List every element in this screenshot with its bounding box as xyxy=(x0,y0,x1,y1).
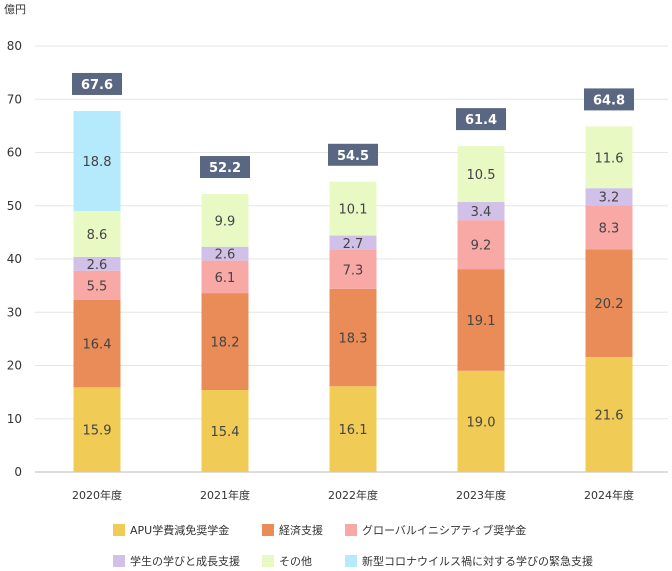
total-badge xyxy=(584,88,634,111)
total-value-label: 61.4 xyxy=(465,113,497,128)
legend-label: 新型コロナウイルス禍に対する学びの緊急支援 xyxy=(362,554,593,568)
segment-value-label: 9.9 xyxy=(215,214,236,229)
x-axis-ticks: 2020年度 2021年度 2022年度 2023年度 2024年度 xyxy=(72,488,634,502)
total-value-label: 67.6 xyxy=(81,78,113,93)
x-tick-label: 2024年度 xyxy=(584,488,634,502)
segment-value-label: 2.6 xyxy=(87,258,108,273)
bar-segment xyxy=(585,205,633,250)
bars: 15.9 16.4 5.5 2.6 8.6 18.8 15.4 18.2 6.1 2.6 9.9 16… xyxy=(73,110,633,472)
bar-segment xyxy=(201,389,249,472)
segment-value-label: 19.0 xyxy=(467,415,496,430)
bar-segment xyxy=(457,220,505,270)
bar-segment xyxy=(585,356,633,472)
segment-value-label: 18.2 xyxy=(211,336,240,351)
bar-segment xyxy=(201,194,249,247)
bar-segment xyxy=(73,300,121,388)
x-tick-label: 2022年度 xyxy=(328,488,378,502)
total-badge xyxy=(200,156,250,179)
segment-value-label: 16.1 xyxy=(339,423,368,438)
bar-segment xyxy=(329,181,377,236)
bar-segment xyxy=(457,202,505,221)
y-tick-label: 10 xyxy=(7,412,22,426)
bar-segment xyxy=(585,249,633,357)
total-badges: 67.6 52.2 54.5 61.4 64.8 xyxy=(72,72,634,179)
segment-value-label: 10.1 xyxy=(339,203,368,218)
total-badge xyxy=(456,108,506,131)
segment-value-label: 19.1 xyxy=(467,314,496,329)
bar-segment xyxy=(73,270,121,301)
segment-value-label: 7.3 xyxy=(343,263,364,278)
segment-value-label: 3.2 xyxy=(599,191,620,206)
bar-segment xyxy=(329,386,377,472)
segment-value-label: 3.4 xyxy=(471,205,492,220)
segment-value-label: 18.3 xyxy=(339,332,368,347)
legend-label: その他 xyxy=(279,555,312,568)
bar-segment xyxy=(201,246,249,261)
segment-value-label: 2.6 xyxy=(215,248,236,263)
segment-value-label: 8.3 xyxy=(599,221,620,236)
segment-value-label: 15.9 xyxy=(83,424,112,439)
legend-label: 学生の学びと成長支援 xyxy=(130,554,240,568)
legend-swatch xyxy=(113,524,125,536)
y-tick-label: 0 xyxy=(14,465,22,479)
y-tick-label: 20 xyxy=(7,359,22,373)
segment-value-label: 10.5 xyxy=(467,168,496,183)
total-value-label: 64.8 xyxy=(593,93,625,108)
y-axis-ticks: 0 10 20 30 40 50 60 70 80 xyxy=(7,39,22,479)
y-tick-label: 30 xyxy=(7,305,22,319)
segment-value-label: 2.7 xyxy=(343,237,364,252)
bar-segment xyxy=(201,293,249,390)
segment-value-label: 20.2 xyxy=(595,297,624,312)
legend-swatch xyxy=(345,555,357,567)
y-tick-label: 80 xyxy=(7,39,22,53)
bar-segment xyxy=(457,146,505,203)
bar-segment xyxy=(457,269,505,371)
legend-swatch xyxy=(262,555,274,567)
total-badge xyxy=(328,143,378,166)
x-tick-label: 2020年度 xyxy=(72,488,122,502)
legend-label: グローバルイニシアティブ奨学金 xyxy=(362,523,526,537)
y-axis-unit-label: 億円 xyxy=(4,3,26,16)
bar-segment xyxy=(73,110,121,212)
y-tick-label: 50 xyxy=(7,199,22,213)
bar-segment xyxy=(457,370,505,472)
bar-segment xyxy=(329,249,377,289)
x-tick-label: 2023年度 xyxy=(456,488,506,502)
segment-value-label: 15.4 xyxy=(211,425,240,440)
legend-swatch xyxy=(262,524,274,536)
bar-segment xyxy=(329,235,377,250)
bar-segment xyxy=(585,188,633,206)
bar-segment xyxy=(329,288,377,387)
legend-label: 経済支援 xyxy=(279,523,323,537)
segment-value-label: 11.6 xyxy=(595,151,624,166)
segment-value-label: 21.6 xyxy=(595,408,624,423)
y-tick-label: 60 xyxy=(7,146,22,160)
bar-segment xyxy=(201,260,249,294)
bar-segment xyxy=(73,211,121,257)
legend-swatch xyxy=(113,555,125,567)
y-tick-label: 70 xyxy=(7,92,22,106)
bar-segment xyxy=(585,126,633,189)
legend-swatch xyxy=(345,524,357,536)
segment-value-label: 16.4 xyxy=(83,338,112,353)
x-tick-label: 2021年度 xyxy=(200,488,250,502)
bar-segment xyxy=(73,387,121,472)
legend-label: APU学費減免奨学金 xyxy=(130,523,229,537)
segment-value-label: 8.6 xyxy=(87,228,108,243)
bar-segment xyxy=(73,256,121,271)
segment-value-label: 9.2 xyxy=(471,239,492,254)
y-tick-label: 40 xyxy=(7,252,22,266)
total-badge xyxy=(72,72,122,95)
total-value-label: 52.2 xyxy=(209,161,241,176)
segment-value-label: 5.5 xyxy=(87,279,108,294)
segment-value-label: 6.1 xyxy=(215,271,236,286)
segment-value-label: 18.8 xyxy=(83,155,112,170)
total-value-label: 54.5 xyxy=(337,149,369,164)
